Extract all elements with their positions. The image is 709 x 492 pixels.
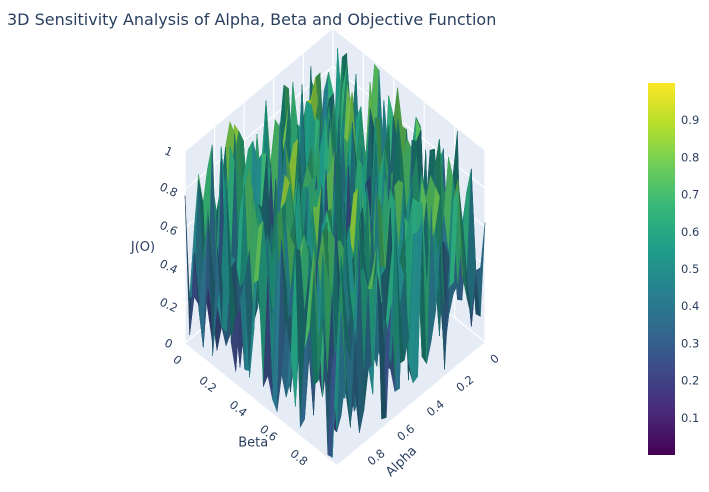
z-tick-label: 0.6 — [157, 218, 179, 238]
wall-grid-line — [184, 27, 334, 152]
colorbar-tick-label: 0.3 — [681, 336, 699, 350]
z-tick-label: 0.8 — [157, 180, 179, 200]
colorbar-tick-label: 0.8 — [681, 150, 699, 164]
z-tick-label: 0.2 — [157, 295, 179, 315]
chart-title: 3D Sensitivity Analysis of Alpha, Beta a… — [7, 10, 497, 29]
colorbar-tick-label: 0.4 — [681, 299, 699, 313]
surface — [184, 48, 486, 458]
colorbar-gradient — [648, 83, 675, 455]
colorbar-tick-label: 0.7 — [681, 188, 699, 202]
z-axis-label: J(O) — [130, 240, 155, 255]
colorbar-tick-label: 0.2 — [681, 374, 699, 388]
colorbar-tick-label: 0.1 — [681, 411, 699, 425]
colorbar-tick-label: 0.5 — [681, 262, 699, 276]
wall-grid-line — [332, 27, 486, 151]
colorbar-tick-label: 0.9 — [681, 113, 699, 127]
beta-axis-label: Beta — [238, 436, 268, 451]
wall-grid-line — [332, 65, 486, 189]
colorbar-tick-label: 0.6 — [681, 225, 699, 239]
surface-facet — [332, 304, 342, 458]
